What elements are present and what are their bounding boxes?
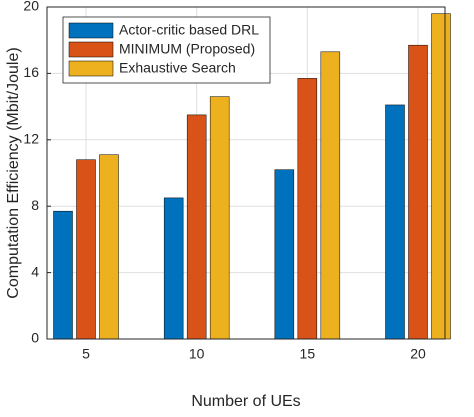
bar [320,51,341,340]
bar [53,210,73,340]
legend-label: MINIMUM (Proposed) [119,41,255,57]
bar [186,114,207,340]
bar [297,78,318,340]
legend-swatch [68,41,114,58]
y-tick-label: 4 [31,263,39,279]
y-tick-label: 0 [31,330,39,346]
legend-label: Actor-critic based DRL [119,22,259,38]
x-tick-label: 20 [410,346,426,362]
bar [99,154,119,340]
legend-swatch [68,60,114,77]
legend-swatch [68,22,114,39]
plot-frame [46,6,446,340]
x-axis-label: Number of UEs [191,393,300,410]
x-tick-label: 5 [82,346,90,362]
y-tick-label: 12 [23,131,39,147]
y-tick-label: 16 [23,64,39,80]
bar [163,197,184,340]
x-tick-label: 15 [300,346,316,362]
bar [76,159,96,340]
y-axis-label: Computation Efficiency (Mbit/Joule) [5,47,22,298]
bar [385,104,405,340]
bar [408,44,428,340]
x-tick-label: 10 [189,346,205,362]
bar [209,96,230,340]
legend-label: Exhaustive Search [119,60,236,76]
y-tick-label: 20 [23,0,39,14]
bar [274,169,295,340]
y-tick-label: 8 [31,197,39,213]
bar [431,13,451,340]
